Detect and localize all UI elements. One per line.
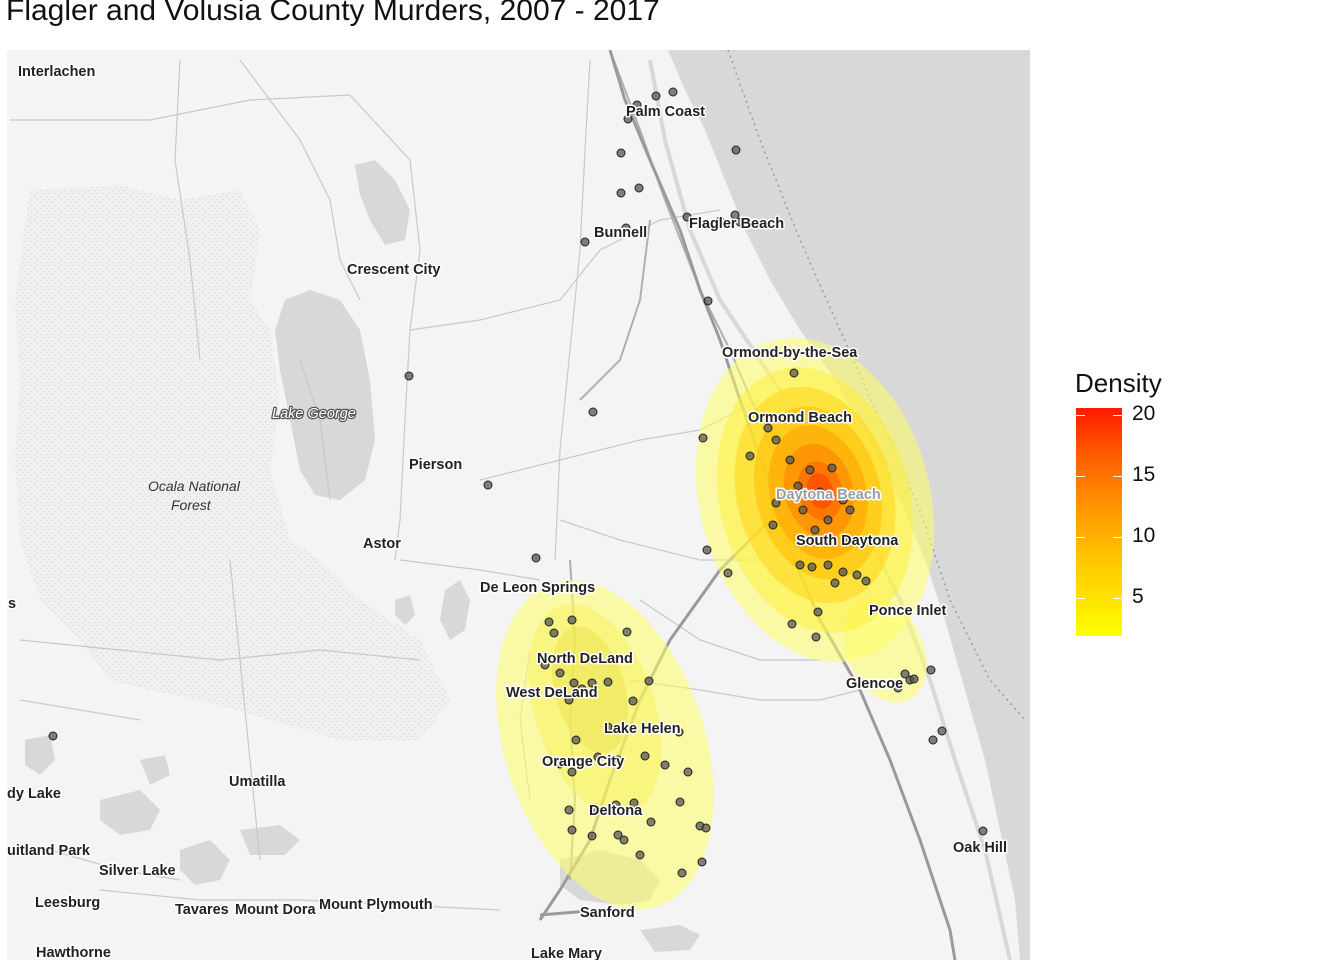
- density-level-1: [496, 580, 714, 910]
- label-hawthorne: Hawthorne: [36, 945, 111, 960]
- legend-colorbar: [1076, 408, 1122, 636]
- legend-tick-20: 20: [1132, 402, 1156, 425]
- label-lake-helen: Lake Helen: [604, 721, 681, 737]
- atlantic-ocean: [668, 50, 1030, 960]
- label-leesburg: Leesburg: [35, 895, 100, 911]
- label-ocala-forest-line1: Ocala National: [148, 478, 241, 494]
- legend-tick-15: 15: [1132, 463, 1156, 486]
- map-panel[interactable]: Interlachen Palm Coast Bunnell Flagler B…: [7, 50, 1030, 960]
- lake-woodruff: [440, 580, 470, 640]
- density-legend: Density 20 15 10 5: [1075, 368, 1275, 648]
- label-umatilla: Umatilla: [229, 774, 286, 790]
- sr-417: [539, 908, 601, 917]
- label-mount-dora: Mount Dora: [235, 902, 316, 918]
- lake-dexter: [395, 595, 415, 625]
- lake-harris: [100, 790, 160, 835]
- label-edge-s: s: [8, 596, 16, 612]
- label-south-daytona: South Daytona: [796, 533, 899, 549]
- label-mount-plymouth: Mount Plymouth: [319, 897, 433, 913]
- density-deland: [496, 580, 714, 910]
- lake-eustis: [180, 840, 230, 885]
- label-sanford: Sanford: [580, 905, 635, 921]
- label-orange-city: Orange City: [542, 754, 624, 770]
- place-labels: Interlachen Palm Coast Bunnell Flagler B…: [7, 63, 1009, 960]
- label-palm-coast: Palm Coast: [626, 104, 705, 120]
- legend-tick-5: 5: [1132, 585, 1144, 608]
- label-north-deland: North DeLand: [537, 651, 633, 667]
- density-level-3: [552, 626, 628, 754]
- label-daytona-beach: Daytona Beach: [776, 487, 881, 503]
- lake-jesup: [640, 925, 700, 952]
- label-ormond-beach: Ormond Beach: [748, 410, 852, 426]
- label-bunnell: Bunnell: [594, 225, 647, 241]
- label-tavares: Tavares: [175, 902, 229, 918]
- legend-title: Density: [1075, 368, 1162, 398]
- murder-points: [48, 87, 988, 878]
- label-lake-george: Lake George: [272, 406, 356, 422]
- label-deltona: Deltona: [589, 803, 643, 819]
- label-astor: Astor: [363, 536, 401, 552]
- label-pierson: Pierson: [409, 457, 462, 473]
- crescent-lake: [355, 160, 410, 245]
- label-silver-lake: Silver Lake: [99, 863, 176, 879]
- label-interlachen: Interlachen: [18, 64, 95, 80]
- label-ormond-by-the-sea: Ormond-by-the-Sea: [722, 345, 858, 361]
- minor-roads: [10, 59, 861, 911]
- chart-title: Flagler and Volusia County Murders, 2007…: [6, 0, 660, 27]
- label-lake-mary: Lake Mary: [531, 946, 602, 960]
- label-glencoe: Glencoe: [846, 676, 903, 692]
- label-ocala-forest-line2: Forest: [171, 497, 212, 513]
- lake-yale: [140, 755, 170, 785]
- label-ponce-inlet: Ponce Inlet: [869, 603, 947, 619]
- label-lady-lake: dy Lake: [7, 786, 61, 802]
- label-fruitland-park: uitland Park: [7, 843, 91, 859]
- label-oak-hill: Oak Hill: [953, 840, 1007, 856]
- lake-griffin: [25, 735, 55, 775]
- lake-george-water: [275, 290, 375, 500]
- ocala-national-forest-area: [15, 185, 450, 740]
- label-west-deland: West DeLand: [506, 685, 598, 701]
- label-de-leon-springs: De Leon Springs: [480, 580, 595, 596]
- label-crescent-city: Crescent City: [347, 262, 440, 278]
- lake-dora: [240, 825, 300, 855]
- label-flagler-beach: Flagler Beach: [689, 216, 784, 232]
- legend-tick-10: 10: [1132, 524, 1156, 547]
